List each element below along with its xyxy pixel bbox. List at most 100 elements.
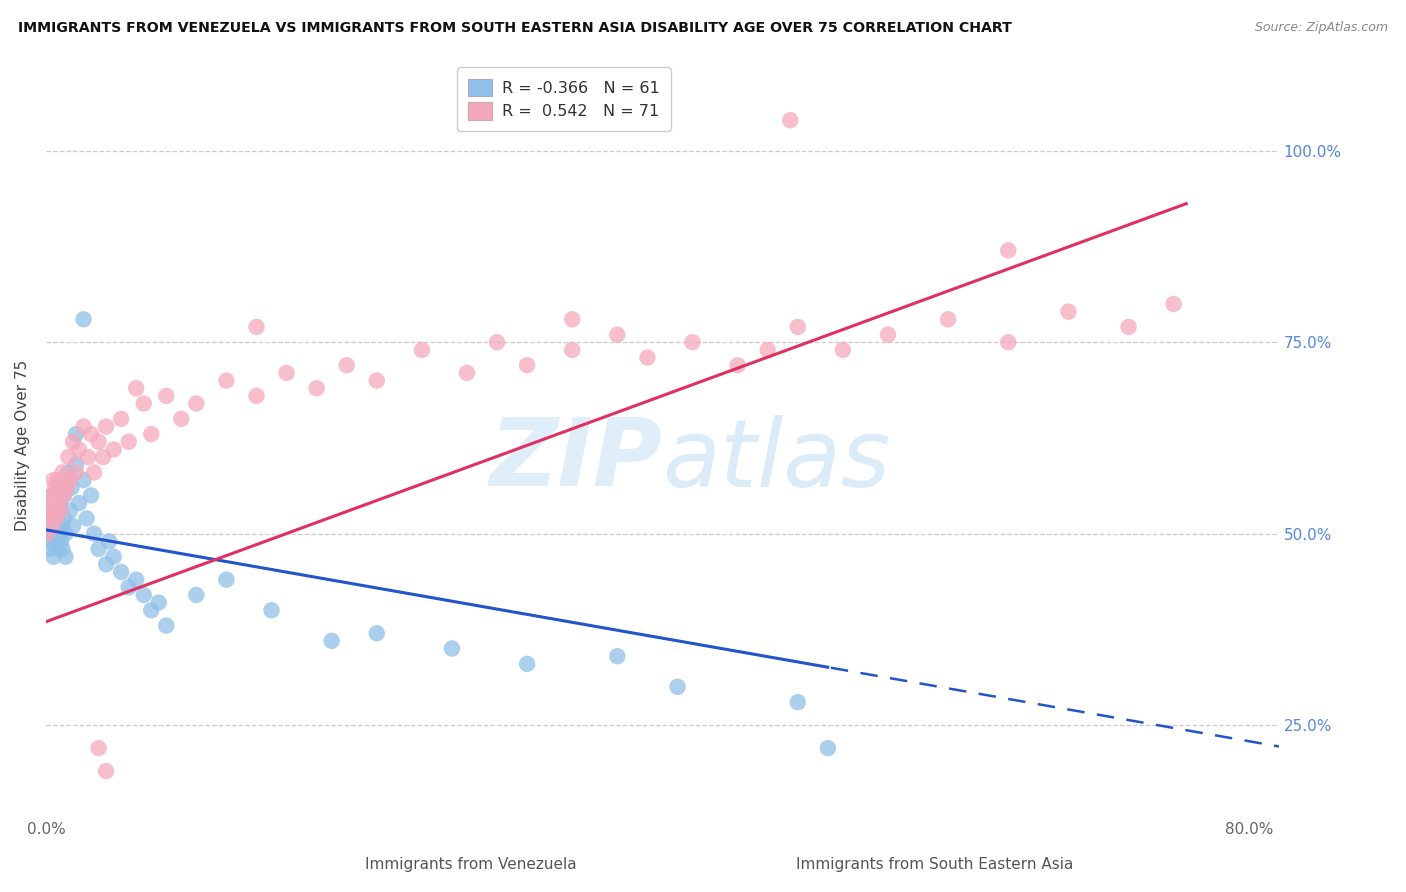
Point — [45, 526, 67, 541]
Point — [49, 504, 72, 518]
Point — [215, 374, 238, 388]
Point — [94, 419, 117, 434]
Point — [77, 450, 100, 464]
Point — [67, 442, 90, 457]
Point — [87, 741, 110, 756]
Point — [87, 541, 110, 556]
Point — [56, 481, 79, 495]
Point — [51, 541, 73, 556]
Point — [38, 541, 60, 556]
Point — [561, 312, 583, 326]
Point — [132, 588, 155, 602]
Point — [39, 504, 62, 518]
Point — [877, 327, 900, 342]
Point — [65, 466, 87, 480]
Point — [1118, 320, 1140, 334]
Point — [51, 466, 73, 480]
Point — [72, 419, 94, 434]
Point — [831, 343, 853, 357]
Point — [65, 427, 87, 442]
Point — [321, 633, 343, 648]
Point — [46, 511, 69, 525]
Point — [48, 481, 70, 495]
Point — [37, 511, 59, 525]
Point — [51, 519, 73, 533]
Point — [44, 481, 66, 495]
Point — [606, 327, 628, 342]
Point — [58, 466, 80, 480]
Point — [45, 511, 67, 525]
Point — [155, 618, 177, 632]
Point — [305, 381, 328, 395]
Point — [456, 366, 478, 380]
Point — [62, 519, 84, 533]
Point — [1163, 297, 1185, 311]
Point — [682, 335, 704, 350]
Point — [997, 335, 1019, 350]
Point — [49, 526, 72, 541]
Point — [37, 526, 59, 541]
Text: Immigrants from Venezuela: Immigrants from Venezuela — [366, 857, 576, 872]
Point — [46, 473, 69, 487]
Point — [91, 450, 114, 464]
Point — [41, 488, 63, 502]
Point — [276, 366, 298, 380]
Point — [118, 434, 141, 449]
Point — [110, 412, 132, 426]
Text: atlas: atlas — [662, 415, 890, 506]
Point — [62, 434, 84, 449]
Point — [41, 526, 63, 541]
Point — [245, 389, 267, 403]
Point — [72, 473, 94, 487]
Point — [486, 335, 509, 350]
Point — [45, 488, 67, 502]
Point — [58, 450, 80, 464]
Point — [45, 504, 67, 518]
Point — [55, 549, 77, 564]
Point — [411, 343, 433, 357]
Point — [49, 534, 72, 549]
Y-axis label: Disability Age Over 75: Disability Age Over 75 — [15, 360, 30, 532]
Point — [440, 641, 463, 656]
Point — [46, 541, 69, 556]
Point — [245, 320, 267, 334]
Point — [936, 312, 959, 326]
Point — [80, 427, 103, 442]
Point — [46, 496, 69, 510]
Point — [44, 534, 66, 549]
Point — [155, 389, 177, 403]
Point — [727, 358, 749, 372]
Point — [997, 244, 1019, 258]
Point — [80, 488, 103, 502]
Point — [38, 519, 60, 533]
Point — [125, 573, 148, 587]
Point — [366, 626, 388, 640]
Point — [53, 488, 76, 502]
Point — [83, 466, 105, 480]
Point — [42, 496, 65, 510]
Point — [636, 351, 658, 365]
Point — [42, 473, 65, 487]
Text: ZIP: ZIP — [489, 415, 662, 507]
Point — [186, 588, 208, 602]
Legend: R = -0.366   N = 61, R =  0.542   N = 71: R = -0.366 N = 61, R = 0.542 N = 71 — [457, 68, 671, 131]
Point — [39, 534, 62, 549]
Point — [49, 488, 72, 502]
Point — [53, 511, 76, 525]
Point — [170, 412, 193, 426]
Point — [118, 580, 141, 594]
Point — [366, 374, 388, 388]
Point — [72, 312, 94, 326]
Point — [94, 764, 117, 778]
Point — [37, 526, 59, 541]
Point — [756, 343, 779, 357]
Point — [786, 320, 808, 334]
Point — [260, 603, 283, 617]
Point — [55, 526, 77, 541]
Point — [60, 481, 83, 495]
Point — [49, 504, 72, 518]
Point — [110, 565, 132, 579]
Point — [59, 504, 82, 518]
Point — [48, 496, 70, 510]
Point — [561, 343, 583, 357]
